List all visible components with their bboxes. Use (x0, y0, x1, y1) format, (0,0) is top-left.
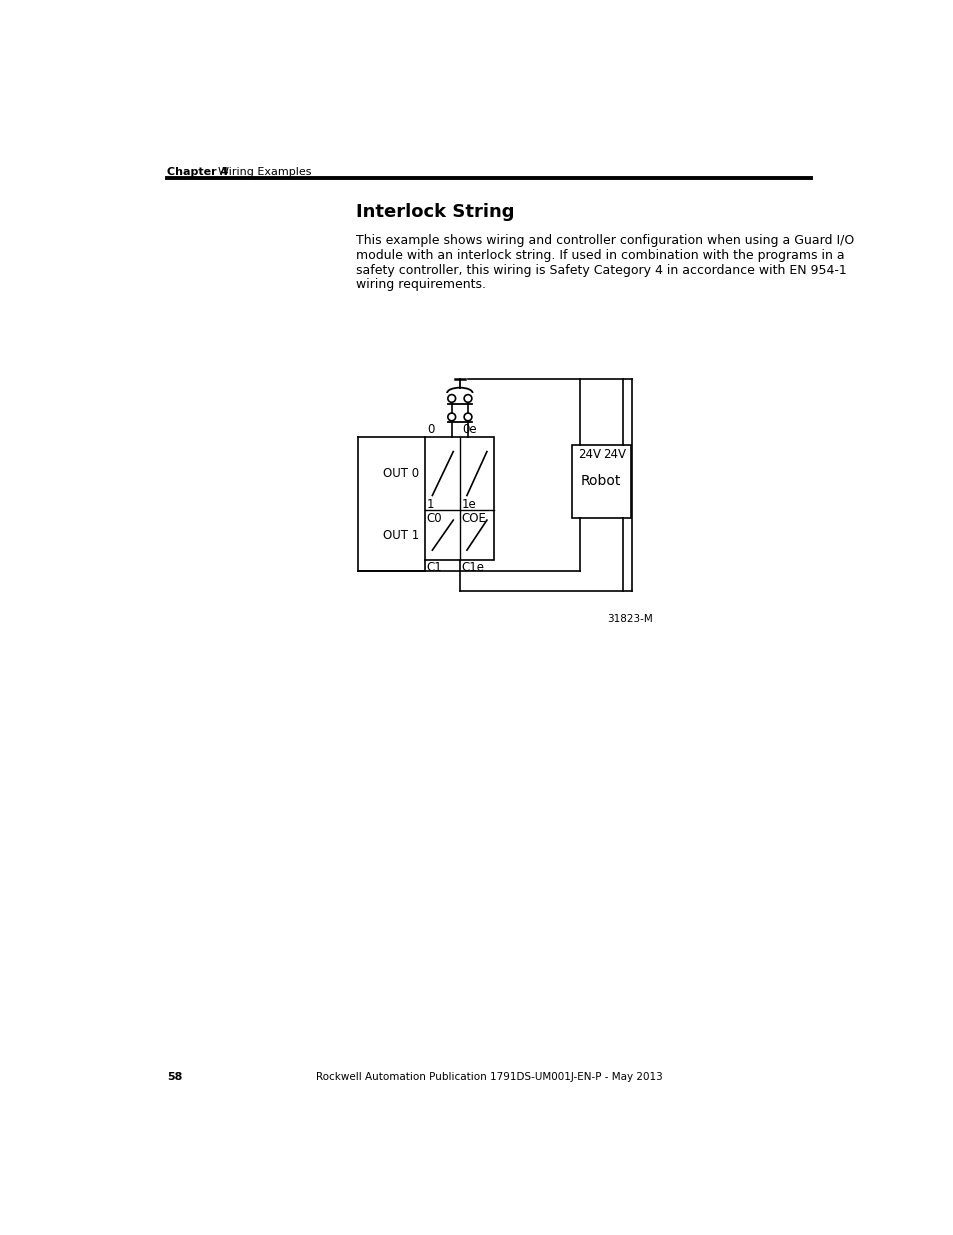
Text: 58: 58 (167, 1072, 182, 1082)
Text: OUT 1: OUT 1 (382, 529, 418, 542)
Text: wiring requirements.: wiring requirements. (355, 278, 485, 291)
Bar (425, 437, 493, 561)
Text: 0e: 0e (461, 424, 476, 436)
Text: COE: COE (461, 511, 486, 525)
Text: This example shows wiring and controller configuration when using a Guard I/O: This example shows wiring and controller… (355, 235, 853, 247)
Text: 1: 1 (427, 498, 434, 511)
Text: C1e: C1e (461, 561, 484, 574)
Text: C0: C0 (426, 511, 441, 525)
Text: Wiring Examples: Wiring Examples (218, 168, 312, 178)
Bar (571, 445, 630, 517)
Text: Rockwell Automation Publication 1791DS-UM001J-EN-P - May 2013: Rockwell Automation Publication 1791DS-U… (315, 1072, 661, 1082)
Text: safety controller, this wiring is Safety Category 4 in accordance with EN 954-1: safety controller, this wiring is Safety… (355, 264, 845, 277)
Text: 1e: 1e (461, 498, 476, 511)
Text: Robot: Robot (580, 474, 620, 488)
Text: Interlock String: Interlock String (355, 203, 514, 221)
Text: C1: C1 (426, 561, 441, 574)
Text: 24V: 24V (602, 448, 625, 462)
Text: 24V: 24V (578, 448, 600, 462)
Text: 31823-M: 31823-M (607, 614, 653, 624)
Text: OUT 0: OUT 0 (383, 467, 418, 480)
Text: module with an interlock string. If used in combination with the programs in a: module with an interlock string. If used… (355, 249, 843, 262)
Text: Chapter 4: Chapter 4 (167, 168, 229, 178)
Text: 0: 0 (427, 424, 434, 436)
